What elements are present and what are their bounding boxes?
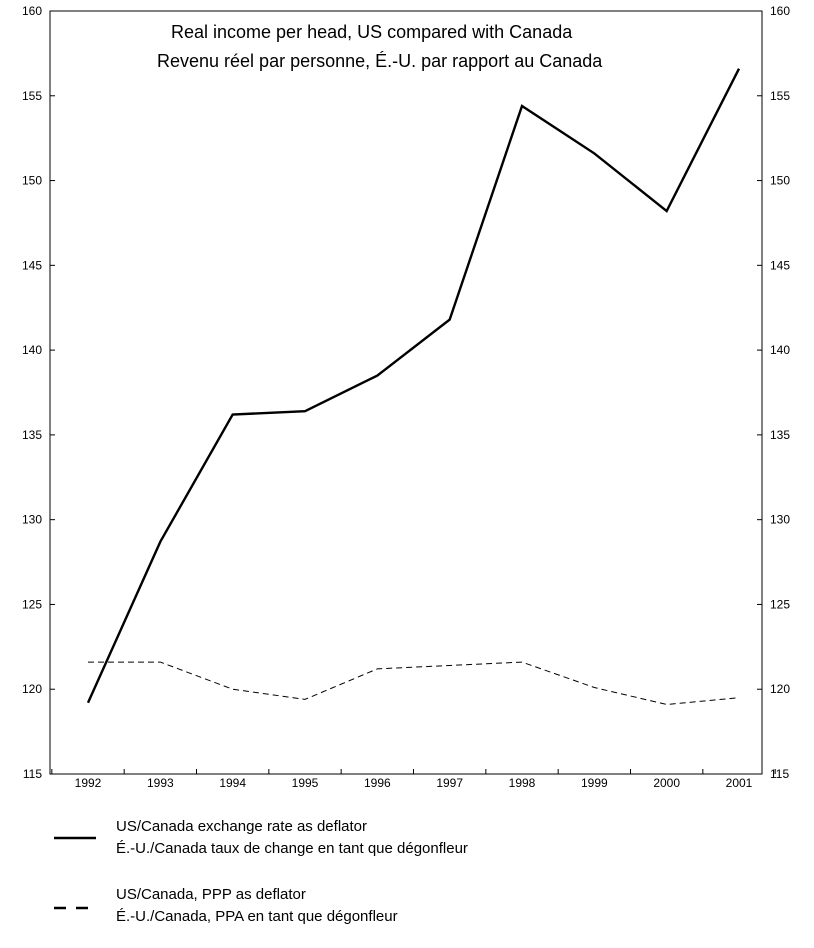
legend-label-fr: É.-U./Canada, PPA en tant que dégonfleur xyxy=(116,908,398,925)
legend-label-ppp: US/Canada, PPP as deflator É.-U./Canada,… xyxy=(116,884,398,928)
legend-label-en: US/Canada, PPP as deflator xyxy=(116,886,306,903)
x-tick-label: 2000 xyxy=(653,776,680,790)
y-tick-label-left: 155 xyxy=(22,89,42,103)
y-tick-label-right: 155 xyxy=(770,89,790,103)
x-tick-label: 1998 xyxy=(509,776,536,790)
y-tick-label-right: 140 xyxy=(770,343,790,357)
x-tick-label: 1996 xyxy=(364,776,391,790)
legend-swatch-dashed xyxy=(54,906,96,910)
plot-area-frame xyxy=(49,10,763,775)
y-tick-label-right: 135 xyxy=(770,428,790,442)
legend-swatch-solid xyxy=(54,836,96,840)
legend-label-en: US/Canada exchange rate as deflator xyxy=(116,818,367,835)
chart-subtitle: Revenu réel par personne, É.-U. par rapp… xyxy=(157,51,603,71)
x-tick-label: 1997 xyxy=(436,776,463,790)
y-tick-label-right: 145 xyxy=(770,258,790,272)
y-tick-label-left: 145 xyxy=(22,258,42,272)
x-tick-label: 1992 xyxy=(75,776,102,790)
line-chart: 115 120 125 130 135 140 145 150 155 160 115 120 125… xyxy=(22,4,790,790)
legend-item-ppp: US/Canada, PPP as deflator É.-U./Canada,… xyxy=(52,880,792,934)
y-tick-label-right: 130 xyxy=(770,513,790,527)
y-tick-label-left: 125 xyxy=(22,597,42,611)
legend-item-exchange-rate: US/Canada exchange rate as deflator É.-U… xyxy=(52,812,792,866)
y-tick-label-left: 140 xyxy=(22,343,42,357)
y-tick-label-right: 150 xyxy=(770,174,790,188)
x-axis: 1992 1993 1994 1995 1996 1997 1998 1999 2000 2001 xyxy=(51,769,776,790)
x-tick-label: 1994 xyxy=(219,776,246,790)
x-tick-label: 1995 xyxy=(292,776,319,790)
y-tick-label-right: 115 xyxy=(770,767,789,781)
y-tick-label-left: 120 xyxy=(22,682,42,696)
series-group xyxy=(86,68,741,705)
y-tick-label-left: 130 xyxy=(22,513,42,527)
chart-title: Real income per head, US compared with C… xyxy=(171,22,573,42)
x-tick-label: 2001 xyxy=(726,776,753,790)
y-tick-label-right: 120 xyxy=(770,682,790,696)
x-tick-label: 1993 xyxy=(147,776,174,790)
legend-label-exchange-rate: US/Canada exchange rate as deflator É.-U… xyxy=(116,816,468,860)
y-axis-left: 115 120 125 130 135 140 145 150 155 160 xyxy=(22,4,55,781)
y-tick-label-left: 135 xyxy=(22,428,42,442)
y-tick-label-left: 160 xyxy=(22,4,42,18)
y-axis-right: 115 120 125 130 135 140 145 150 155 160 xyxy=(757,4,790,781)
y-tick-label-left: 115 xyxy=(23,767,42,781)
x-tick-label: 1999 xyxy=(581,776,608,790)
series-line-ppp xyxy=(88,661,740,705)
legend-label-fr: É.-U./Canada taux de change en tant que … xyxy=(116,840,468,857)
y-tick-label-left: 150 xyxy=(22,174,42,188)
y-tick-label-right: 160 xyxy=(770,4,790,18)
legend: US/Canada exchange rate as deflator É.-U… xyxy=(52,812,792,948)
series-line-exchange-rate xyxy=(86,68,741,704)
y-tick-label-right: 125 xyxy=(770,597,790,611)
